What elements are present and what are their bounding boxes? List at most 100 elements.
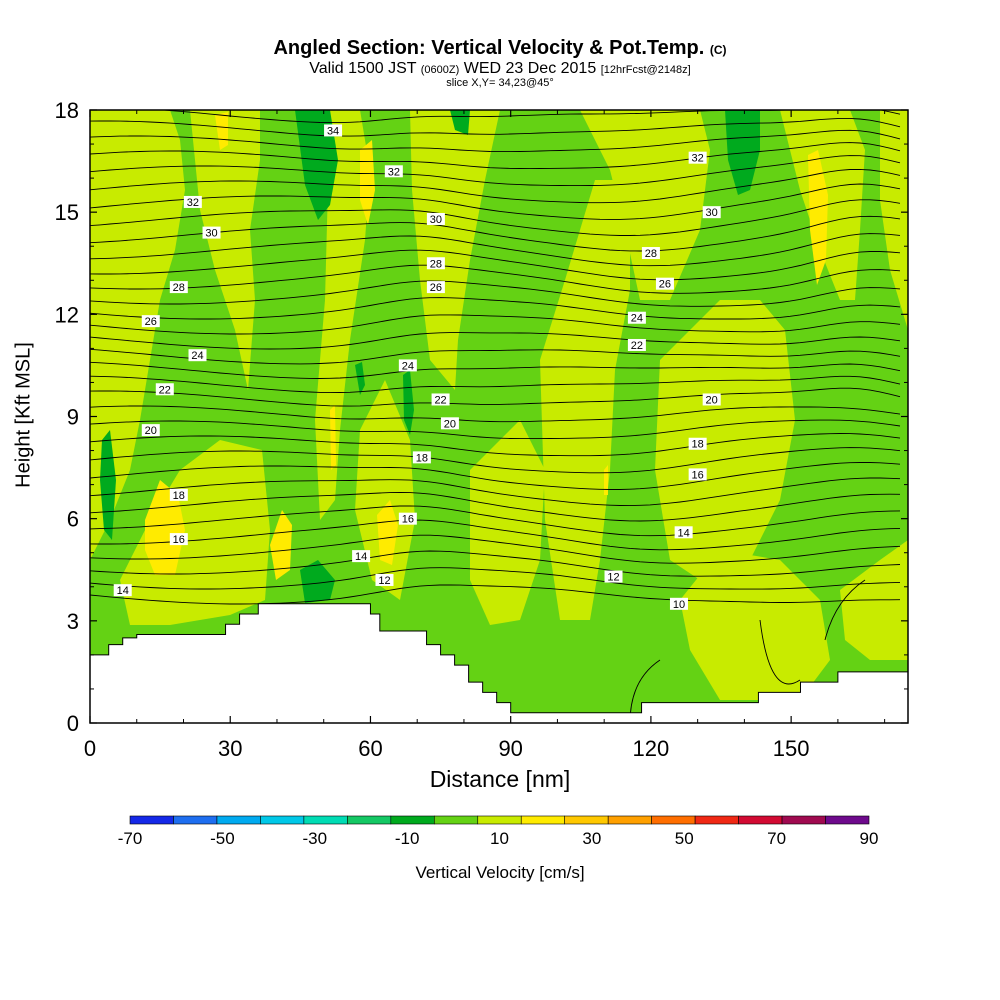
svg-text:18: 18	[416, 452, 428, 464]
colorbar-tick-label: -30	[302, 829, 327, 848]
svg-text:32: 32	[187, 197, 199, 209]
contour-label: 34	[324, 124, 343, 137]
chart-subtitle: Valid 1500 JST (0600Z) WED 23 Dec 2015 […	[0, 60, 1000, 78]
velocity-fill-strong-down	[100, 110, 760, 603]
colorbar-swatch	[694, 815, 739, 825]
theta-contour-line	[90, 215, 901, 252]
svg-text:26: 26	[145, 316, 157, 328]
theta-contour-line	[90, 117, 901, 137]
chart-title: Angled Section: Vertical Velocity & Pot.…	[0, 37, 1000, 60]
x-tick-label: 120	[633, 736, 670, 761]
y-tick-label: 9	[67, 405, 79, 430]
contour-label: 26	[426, 281, 445, 294]
contour-label: 10	[669, 597, 688, 611]
y-tick-label: 0	[67, 711, 79, 736]
svg-text:16: 16	[173, 534, 185, 546]
svg-text:12: 12	[607, 572, 619, 584]
slice-info: slice X,Y= 34,23@45°	[446, 77, 554, 89]
contour-label: 18	[412, 451, 431, 464]
theta-contour-line	[90, 142, 901, 170]
y-tick-label: 3	[67, 609, 79, 634]
colorbar-tick-label: -10	[395, 829, 420, 848]
theta-contour-line	[90, 534, 901, 564]
colorbar-swatch	[433, 815, 479, 825]
svg-text:14: 14	[117, 585, 129, 597]
theta-contour-line	[90, 233, 901, 267]
svg-text:24: 24	[402, 360, 414, 372]
theta-contour-line	[90, 297, 901, 320]
colorbar-swatch	[651, 815, 696, 825]
theta-contour-line	[90, 519, 901, 551]
theta-contour-line	[90, 550, 901, 577]
theta-contour-line	[90, 433, 901, 457]
svg-text:14: 14	[355, 551, 367, 563]
svg-text:16: 16	[402, 514, 414, 526]
colorbar-swatch	[825, 815, 870, 825]
chart-title-unit: (C)	[709, 43, 727, 57]
svg-text:16: 16	[692, 469, 704, 481]
colorbar-swatch	[607, 815, 652, 825]
y-tick-label: 12	[55, 302, 79, 327]
svg-text:32: 32	[388, 166, 400, 178]
contour-label: 12	[604, 570, 623, 584]
x-tick-label: 30	[218, 736, 242, 761]
svg-text:20: 20	[145, 425, 157, 437]
svg-text:18: 18	[692, 439, 704, 451]
svg-text:26: 26	[659, 279, 671, 291]
plot-area: 34 32 32 32 30 30 30 28 28 28 26 26 26 24 24 24 22 22 22 20…	[90, 92, 908, 723]
colorbar-swatch	[129, 815, 174, 825]
x-tick-label: 150	[773, 736, 810, 761]
contour-label: 14	[352, 550, 371, 563]
colorbar-tick-label: 50	[675, 829, 694, 848]
theta-contour-line	[90, 348, 901, 365]
y-axis-label: Height [Kft MSL]	[12, 342, 35, 488]
contour-label: 18	[169, 488, 188, 502]
theta-contour-line	[90, 92, 900, 108]
colorbar-swatch	[216, 815, 261, 825]
theta-contour-line	[90, 249, 901, 281]
colorbar: -70 -50 -30 -10 10 30 50 70 90	[118, 815, 879, 848]
theta-contour-line	[90, 280, 901, 307]
contour-label: 20	[141, 424, 160, 437]
svg-text:24: 24	[631, 313, 643, 325]
x-axis-label: Distance [nm]	[429, 766, 571, 792]
contour-label: 18	[688, 437, 707, 451]
colorbar-tick-label: -70	[118, 829, 143, 848]
svg-text:30: 30	[430, 214, 442, 226]
svg-text:22: 22	[434, 394, 446, 406]
contour-label: 16	[169, 533, 188, 546]
theta-contour-line	[90, 505, 901, 537]
colorbar-tick-label: 90	[860, 829, 879, 848]
theta-contour-line	[90, 155, 901, 187]
colorbar-tick-label: 30	[582, 829, 601, 848]
subtitle-forecast: [12hrFcst@2148z]	[600, 64, 691, 76]
contour-label: 32	[183, 195, 202, 209]
contour-label: 14	[674, 526, 693, 539]
subtitle-utc: (0600Z)	[420, 64, 460, 76]
contour-label: 28	[426, 257, 445, 270]
svg-text:20: 20	[444, 418, 456, 430]
theta-contour-line	[90, 332, 901, 350]
svg-text:22: 22	[159, 384, 171, 396]
subtitle-date: WED 23 Dec 2015	[463, 60, 597, 77]
contour-label: 20	[440, 417, 459, 430]
theta-contour-line	[824, 579, 866, 641]
svg-text:28: 28	[173, 282, 185, 294]
contour-label: 16	[688, 468, 707, 481]
colorbar-tick-label: -50	[210, 829, 235, 848]
colorbar-swatch	[520, 815, 566, 825]
svg-text:20: 20	[706, 394, 718, 406]
colorbar-swatch	[260, 815, 305, 825]
theta-contour-line	[90, 314, 901, 335]
svg-text:24: 24	[191, 350, 203, 362]
colorbar-swatch	[738, 815, 783, 825]
y-axis: 0 3 6 9 12 15 18	[55, 98, 908, 736]
colorbar-swatch	[564, 815, 609, 825]
contour-label: 30	[426, 212, 445, 226]
x-tick-label: 90	[498, 736, 522, 761]
contour-label: 26	[141, 315, 160, 328]
svg-text:22: 22	[631, 340, 643, 352]
contour-label: 28	[641, 247, 660, 260]
svg-text:30: 30	[205, 228, 217, 240]
